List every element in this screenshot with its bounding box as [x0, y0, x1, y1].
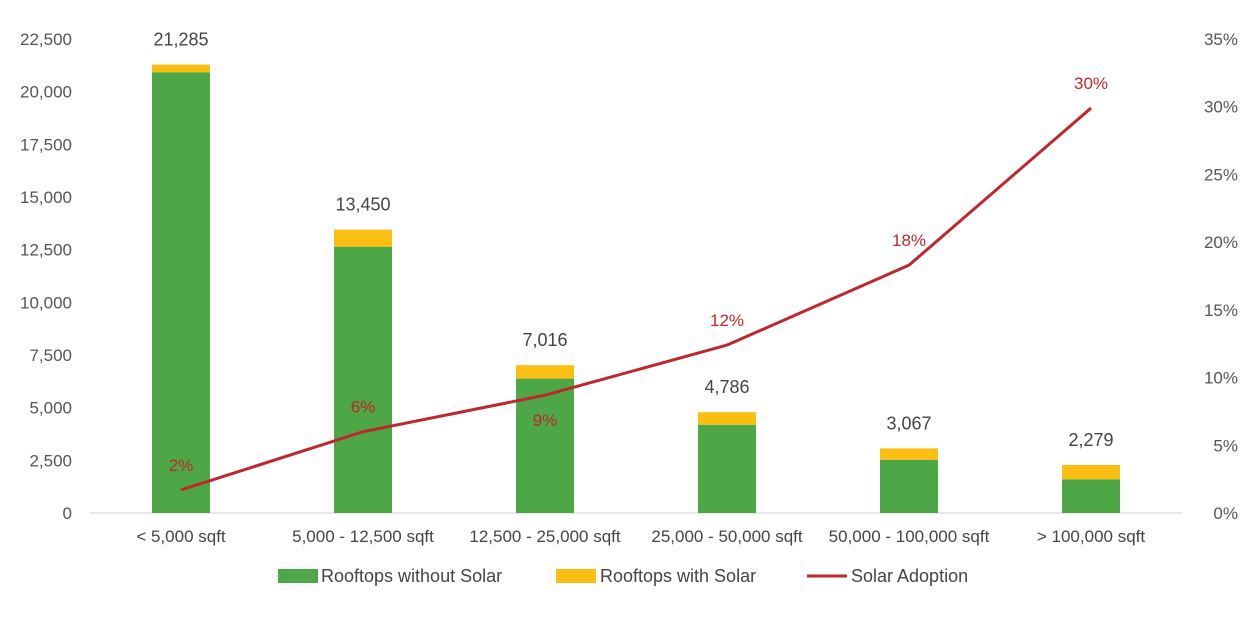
y-left-tick-label: 17,500: [20, 135, 72, 154]
bar-with-solar: [152, 64, 210, 73]
bar-without-solar: [698, 424, 756, 513]
x-category-label: 5,000 - 12,500 sqft: [292, 527, 434, 546]
bar-with-solar: [698, 412, 756, 425]
y-right-tick-label: 5%: [1213, 436, 1238, 455]
bar-total-label: 3,067: [886, 413, 931, 433]
bar-with-solar: [516, 365, 574, 379]
bar-total-label: 13,450: [335, 195, 390, 215]
bar-total-label: 2,279: [1068, 430, 1113, 450]
left-axis-ticks: 0 2,500 5,000 7,500 10,000 12,500 15,000 17,500…: [20, 30, 72, 523]
legend-label: Rooftops with Solar: [600, 566, 756, 586]
legend-label: Rooftops without Solar: [321, 566, 502, 586]
right-axis-ticks: 0% 5% 10% 15% 20% 25% 30% 35%: [1204, 30, 1238, 523]
bar-with-solar: [880, 448, 938, 460]
adoption-data-label: 2%: [169, 456, 194, 475]
bar-total-label: 7,016: [522, 330, 567, 350]
y-right-tick-label: 15%: [1204, 301, 1238, 320]
y-right-tick-label: 35%: [1204, 30, 1238, 49]
bar-without-solar: [334, 246, 392, 513]
y-left-tick-label: 12,500: [20, 241, 72, 260]
y-right-tick-label: 20%: [1204, 233, 1238, 252]
x-category-label: > 100,000 sqft: [1037, 527, 1146, 546]
adoption-data-label: 12%: [710, 311, 744, 330]
legend-swatch: [556, 569, 596, 583]
y-right-tick-label: 30%: [1204, 98, 1238, 117]
legend: Rooftops without Solar Rooftops with Sola…: [278, 566, 968, 586]
y-left-tick-label: 22,500: [20, 30, 72, 49]
y-left-tick-label: 0: [63, 504, 72, 523]
category-labels: < 5,000 sqft 5,000 - 12,500 sqft 12,500 - …: [136, 527, 1145, 546]
bar-without-solar: [1062, 479, 1120, 513]
bar-total-label: 4,786: [704, 377, 749, 397]
adoption-data-label: 6%: [351, 398, 376, 417]
total-labels: 21,285 13,450 7,016 4,786 3,067 2,279: [153, 30, 1113, 450]
y-left-tick-label: 15,000: [20, 188, 72, 207]
y-left-tick-label: 7,500: [29, 346, 72, 365]
x-category-label: 50,000 - 100,000 sqft: [829, 527, 990, 546]
y-right-tick-label: 10%: [1204, 369, 1238, 388]
x-category-label: < 5,000 sqft: [136, 527, 226, 546]
bar-without-solar: [152, 72, 210, 513]
adoption-line-group: 2% 6% 9% 12% 18% 30%: [169, 74, 1108, 492]
bar-with-solar: [334, 229, 392, 247]
bar-with-solar: [1062, 464, 1120, 480]
bars: [152, 64, 1120, 513]
bar-total-label: 21,285: [153, 30, 208, 50]
adoption-data-label: 30%: [1074, 74, 1108, 93]
y-left-tick-label: 20,000: [20, 83, 72, 102]
y-right-tick-label: 25%: [1204, 165, 1238, 184]
y-right-tick-label: 0%: [1213, 504, 1238, 523]
x-category-label: 25,000 - 50,000 sqft: [651, 527, 803, 546]
legend-swatch: [278, 569, 318, 583]
bar-without-solar: [880, 459, 938, 513]
legend-label: Solar Adoption: [851, 566, 968, 586]
y-left-tick-label: 2,500: [29, 451, 72, 470]
x-category-label: 12,500 - 25,000 sqft: [469, 527, 621, 546]
solar-adoption-line: [180, 106, 1092, 492]
adoption-data-label: 18%: [892, 231, 926, 250]
adoption-data-label: 9%: [533, 411, 558, 430]
bar-without-solar: [516, 378, 574, 513]
y-left-tick-label: 10,000: [20, 293, 72, 312]
y-left-tick-label: 5,000: [29, 399, 72, 418]
